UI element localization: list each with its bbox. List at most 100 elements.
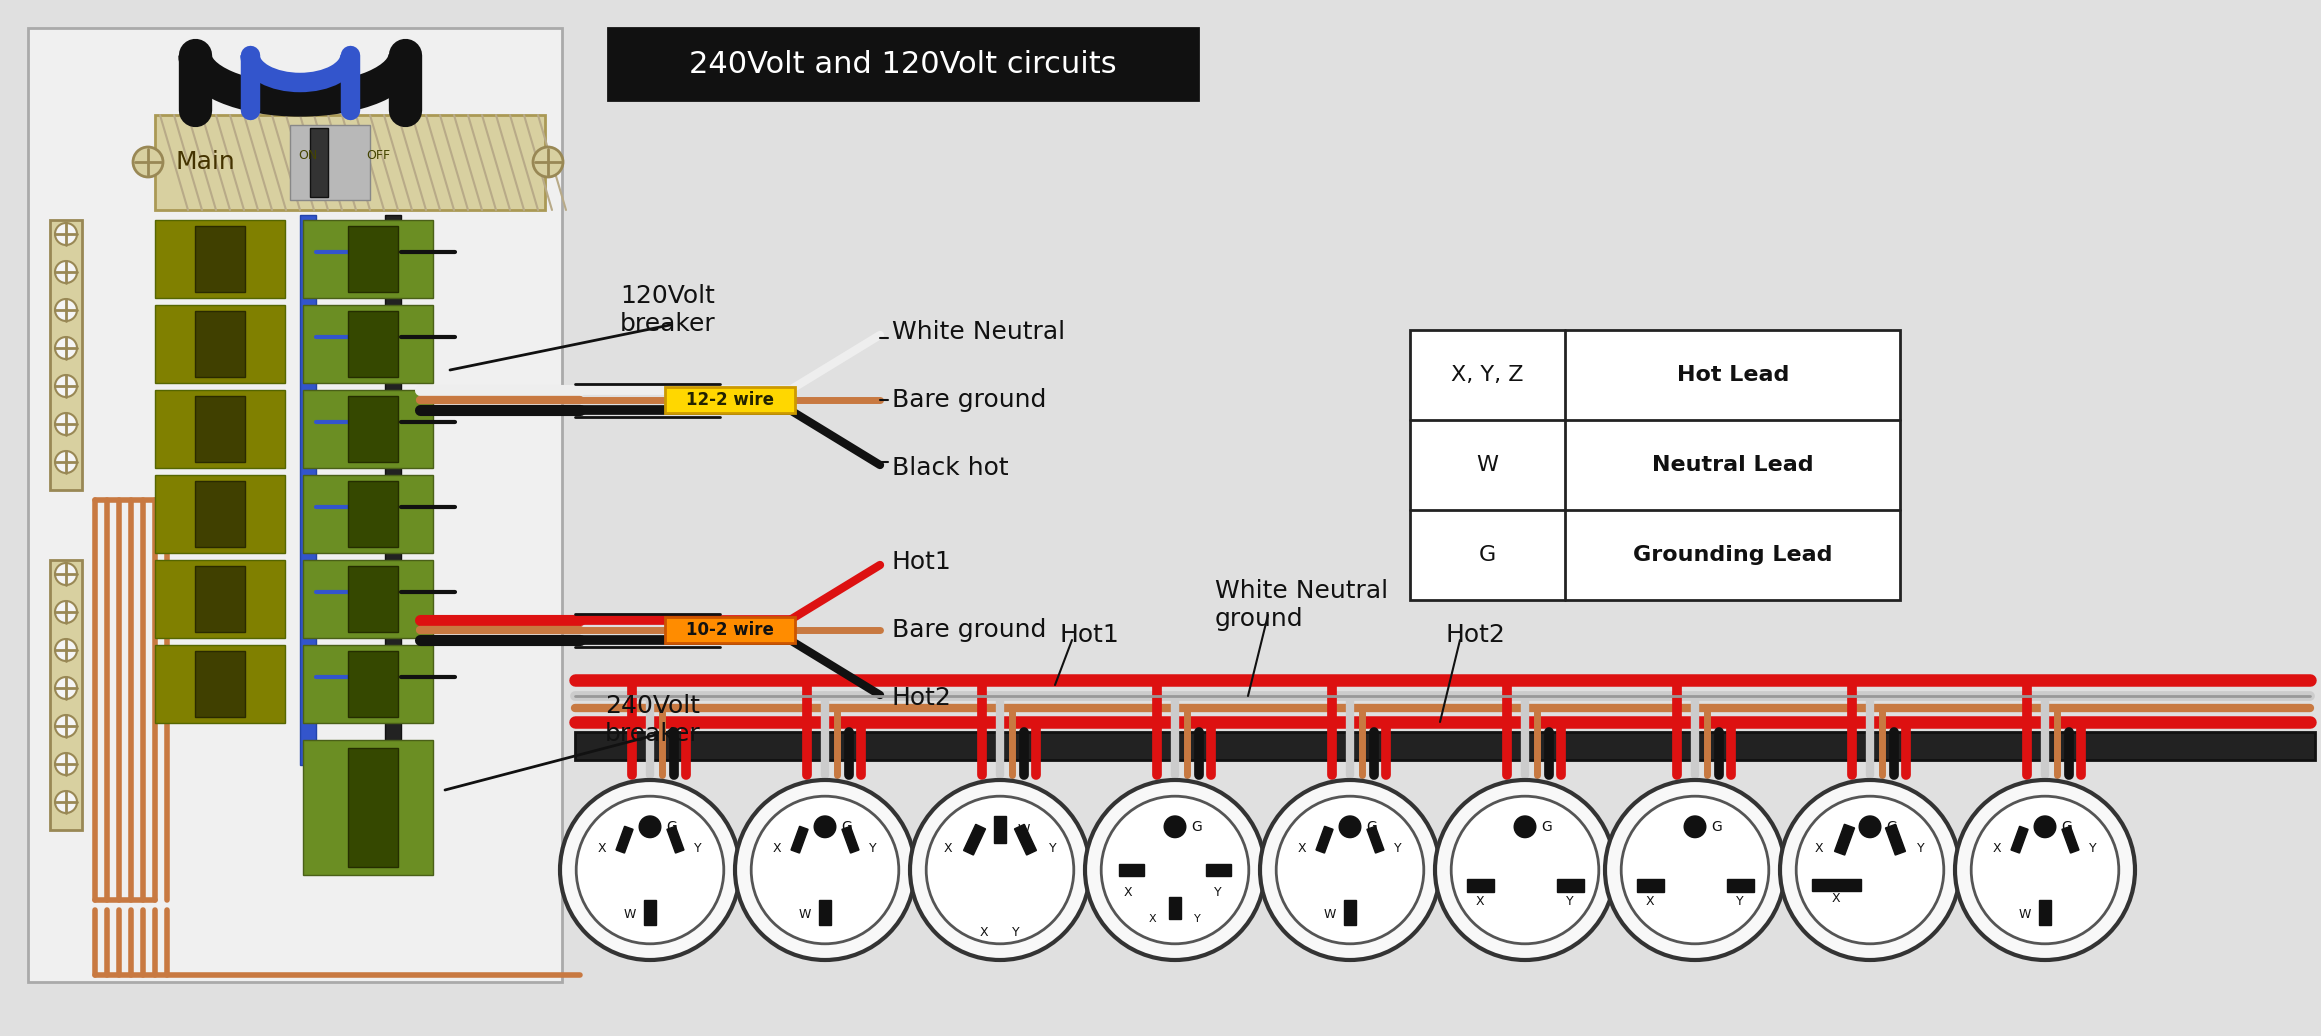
Bar (299, 215, 316, 765)
Circle shape (1434, 780, 1615, 960)
Circle shape (926, 797, 1075, 944)
Text: OFF: OFF (367, 148, 390, 162)
Text: Bare ground: Bare ground (891, 388, 1047, 412)
Text: Y: Y (2089, 842, 2096, 855)
Bar (304, 220, 434, 298)
Text: G: G (2061, 819, 2073, 834)
Circle shape (1165, 816, 1186, 837)
Bar (156, 305, 285, 383)
Polygon shape (843, 827, 859, 853)
Text: X: X (1123, 886, 1133, 899)
Bar (348, 481, 397, 547)
Text: Hot2: Hot2 (1446, 623, 1504, 648)
Text: ON: ON (299, 148, 318, 162)
Circle shape (576, 797, 724, 944)
Circle shape (56, 563, 77, 585)
Text: 12-2 wire: 12-2 wire (687, 391, 773, 409)
Circle shape (1796, 797, 1943, 944)
Text: W: W (624, 909, 636, 921)
Bar (304, 740, 434, 875)
Polygon shape (1316, 827, 1332, 853)
Text: W: W (1476, 455, 1497, 474)
Bar (156, 390, 285, 468)
Text: X: X (599, 842, 606, 855)
Bar (1636, 879, 1664, 892)
Circle shape (56, 715, 77, 737)
Bar (1205, 864, 1230, 876)
Text: X: X (1149, 915, 1156, 924)
Text: X: X (1297, 842, 1307, 855)
Bar (1557, 879, 1583, 892)
Text: Y: Y (1736, 895, 1743, 908)
Circle shape (56, 792, 77, 813)
Circle shape (132, 147, 162, 177)
Text: Y: Y (1049, 842, 1056, 855)
Text: Y: Y (1012, 926, 1019, 940)
Bar (9, 10, 580, 1000)
Polygon shape (791, 827, 808, 853)
Circle shape (56, 753, 77, 775)
Circle shape (56, 413, 77, 435)
Text: Hot1: Hot1 (1061, 623, 1119, 648)
Text: G: G (1887, 819, 1896, 834)
Polygon shape (2010, 827, 2029, 853)
Bar (1810, 879, 1861, 891)
Polygon shape (963, 825, 986, 855)
Text: White Neutral
ground: White Neutral ground (1214, 579, 1388, 631)
Bar (348, 311, 397, 377)
Text: 240Volt and 120Volt circuits: 240Volt and 120Volt circuits (689, 50, 1116, 79)
Bar (51, 560, 81, 830)
Bar (348, 396, 397, 462)
Bar (195, 481, 246, 547)
Text: W: W (1323, 909, 1337, 921)
Bar (2038, 899, 2052, 925)
Text: W: W (798, 909, 812, 921)
Bar (156, 560, 285, 638)
Circle shape (752, 797, 898, 944)
Circle shape (56, 337, 77, 359)
Circle shape (1685, 816, 1706, 837)
Bar (304, 474, 434, 553)
Circle shape (1620, 797, 1769, 944)
Bar (156, 220, 285, 298)
Bar (195, 226, 246, 292)
Polygon shape (1885, 825, 1906, 855)
Bar (576, 732, 2314, 760)
Bar (666, 617, 796, 643)
Text: Y: Y (1395, 842, 1402, 855)
Circle shape (1859, 816, 1880, 837)
Text: Bare ground: Bare ground (891, 618, 1047, 642)
Text: G: G (666, 819, 678, 834)
Text: Hot2: Hot2 (891, 686, 952, 710)
Circle shape (56, 677, 77, 699)
Bar (666, 387, 796, 413)
Circle shape (56, 601, 77, 623)
Bar (156, 474, 285, 553)
Bar (304, 645, 434, 723)
Circle shape (1084, 780, 1265, 960)
Circle shape (1971, 797, 2119, 944)
Text: X: X (1476, 895, 1485, 908)
Text: 240Volt
breaker: 240Volt breaker (606, 694, 701, 746)
Bar (311, 128, 327, 197)
Bar (195, 396, 246, 462)
Bar (348, 748, 397, 867)
Bar (993, 816, 1007, 843)
Circle shape (56, 223, 77, 244)
Circle shape (56, 261, 77, 283)
Text: G: G (1367, 819, 1376, 834)
Text: G: G (1191, 819, 1202, 834)
Bar (643, 899, 657, 925)
Text: Hot Lead: Hot Lead (1676, 365, 1789, 385)
Text: Y: Y (1917, 842, 1924, 855)
Text: W: W (1019, 823, 1031, 836)
Circle shape (1451, 797, 1599, 944)
Circle shape (1513, 816, 1537, 837)
Bar (385, 215, 402, 765)
Text: X: X (773, 842, 782, 855)
Text: White Neutral: White Neutral (891, 320, 1065, 344)
Text: 120Volt
breaker: 120Volt breaker (620, 284, 715, 336)
Bar (51, 220, 81, 490)
Circle shape (1606, 780, 1785, 960)
Polygon shape (2061, 827, 2080, 853)
